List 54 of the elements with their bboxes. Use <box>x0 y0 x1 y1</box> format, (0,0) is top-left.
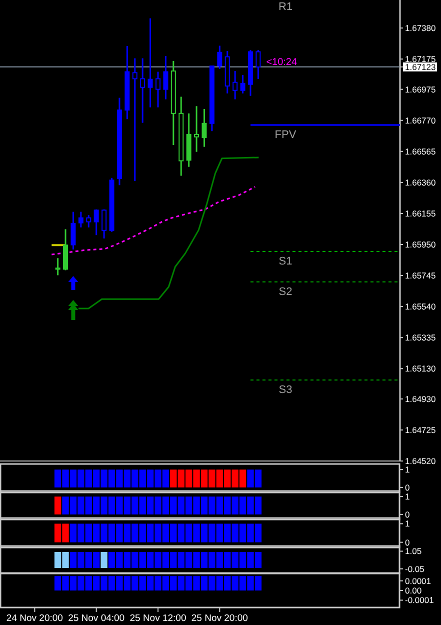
candlestick <box>256 49 261 80</box>
annotation: <10:24 <box>266 56 298 68</box>
candlestick <box>240 74 246 94</box>
y-tick-label: 1.67123 <box>405 62 436 72</box>
y-tick-label: 1.05 <box>405 546 422 556</box>
y-tick-label: 1.64930 <box>405 394 436 404</box>
y-tick-label: 1.64725 <box>405 424 436 435</box>
y-tick-label: -0.05 <box>405 564 425 574</box>
candlestick <box>55 257 60 276</box>
y-tick-label: 1.66770 <box>405 115 436 126</box>
x-tick-label: 25 Nov 20:00 <box>191 613 248 624</box>
y-tick-label: 0.00 <box>405 586 422 596</box>
y-tick-label: 1.66155 <box>405 208 436 218</box>
candlestick <box>78 211 84 228</box>
candlestick <box>217 44 222 70</box>
y-tick-label: 1.66975 <box>405 84 436 94</box>
x-tick-label: 24 Nov 20:00 <box>6 613 63 624</box>
candlestick <box>86 214 92 228</box>
y-tick-label: 0 <box>405 482 410 492</box>
y-tick-label: 0.0001 <box>405 576 432 586</box>
candlestick <box>102 208 107 240</box>
candlestick <box>94 208 99 236</box>
y-tick-label: 1.65540 <box>405 302 436 312</box>
candlestick <box>132 58 138 182</box>
y-tick-label: 1 <box>405 464 410 475</box>
y-tick-label: 1.65745 <box>405 270 436 281</box>
candlestick <box>155 71 160 108</box>
y-tick-label: 0 <box>405 537 410 548</box>
y-tick-label: 1.65335 <box>405 332 436 343</box>
ref-line-label: S2 <box>278 286 292 298</box>
x-tick-label: 25 Nov 04:00 <box>68 613 125 624</box>
x-tick-label: 25 Nov 12:00 <box>130 613 186 624</box>
y-tick-label: -0.0001 <box>405 595 434 606</box>
y-tick-label: 1.66360 <box>405 177 436 188</box>
ref-line-label: FPV <box>274 129 297 142</box>
y-tick-label: 0 <box>405 509 410 520</box>
candlestick <box>202 108 207 148</box>
ref-line-label: S3 <box>278 384 292 396</box>
candlestick <box>140 58 146 124</box>
annotation: R1 <box>278 1 293 13</box>
candlestick <box>163 55 168 100</box>
y-tick-label: 1 <box>405 518 410 529</box>
y-tick-label: 1.67380 <box>405 23 436 34</box>
candlestick <box>148 18 153 108</box>
y-tick-label: 1.65130 <box>405 364 436 374</box>
candlestick <box>194 105 200 153</box>
y-tick-label: 1.67175 <box>405 54 436 64</box>
y-tick-label: 1.64520 <box>405 456 436 466</box>
ref-line-label: S1 <box>278 255 292 268</box>
y-tick-label: 1.66565 <box>405 146 436 156</box>
candlestick <box>70 211 76 250</box>
y-tick-label: 1.65950 <box>405 240 436 250</box>
y-tick-label: 1 <box>405 492 410 502</box>
candlestick <box>232 70 238 100</box>
